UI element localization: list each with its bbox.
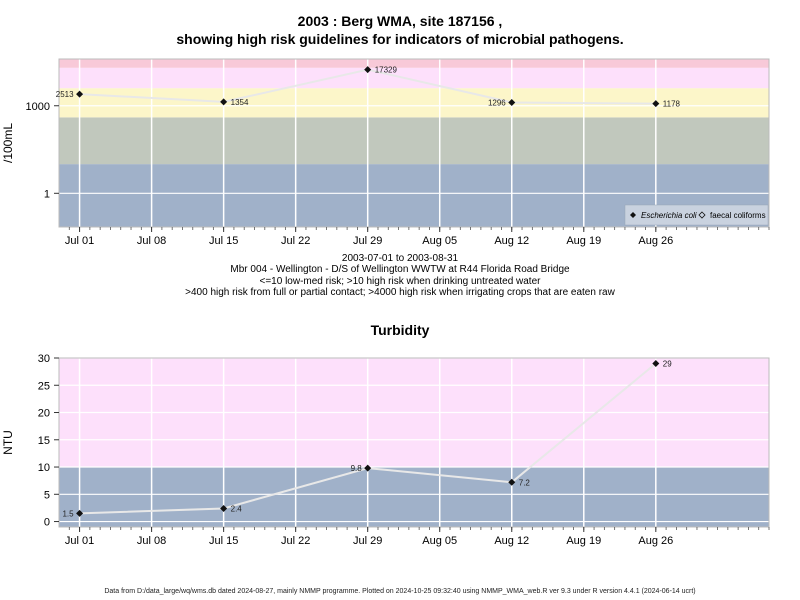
- y-tick-label: 1: [44, 188, 50, 200]
- plot-border: [58, 58, 770, 228]
- risk-band: [59, 67, 769, 89]
- legend-box: [624, 204, 769, 226]
- x-tick-label: Jul 08: [137, 535, 166, 547]
- y-axis-label: /100mL: [1, 123, 15, 163]
- data-point-marker: [364, 66, 372, 74]
- x-tick-label: Aug 05: [422, 535, 457, 547]
- y-tick-label: 0: [44, 517, 50, 529]
- data-value-label: 7.2: [519, 478, 531, 487]
- x-tick-label: Jul 15: [209, 235, 238, 247]
- turbidity-chart-title: Turbidity: [370, 322, 430, 338]
- data-point-marker: [220, 504, 228, 512]
- data-value-label: 1354: [231, 98, 249, 107]
- y-tick-label: 25: [38, 380, 50, 392]
- contact-guideline-caption: >400 high risk from full or partial cont…: [185, 287, 615, 298]
- data-value-label: 2513: [56, 90, 74, 99]
- data-point-marker: [508, 478, 516, 486]
- data-value-label: 17329: [375, 66, 398, 75]
- data-point-marker: [76, 509, 84, 517]
- x-tick-label: Aug 19: [566, 235, 601, 247]
- x-tick-label: Aug 26: [638, 235, 673, 247]
- data-point-marker: [652, 359, 660, 367]
- chart-title-line-2: showing high risk guidelines for indicat…: [176, 31, 624, 47]
- legend-faecal-marker: [698, 211, 706, 219]
- data-source-footer: Data from D:/data_large/wq/wms.db dated …: [104, 588, 696, 595]
- x-tick-label: Jul 22: [281, 535, 310, 547]
- data-value-label: 9.8: [351, 464, 363, 473]
- y-tick-label: 15: [38, 435, 50, 447]
- data-point-marker: [220, 98, 228, 106]
- legend-ecoli-label: Escherichia coli: [641, 211, 697, 220]
- legend-faecal-label: faecal coliforms: [710, 211, 766, 220]
- x-tick-label: Aug 19: [566, 535, 601, 547]
- x-tick-label: Aug 12: [494, 535, 529, 547]
- data-point-marker: [364, 464, 372, 472]
- x-tick-label: Jul 08: [137, 235, 166, 247]
- risk-band: [59, 59, 769, 68]
- legend-ecoli-marker: [630, 212, 636, 218]
- plot-border: [58, 357, 770, 528]
- x-tick-label: Jul 22: [281, 235, 310, 247]
- x-tick-label: Jul 01: [65, 535, 94, 547]
- drinking-guideline-caption: <=10 low-med risk; >10 high risk when dr…: [259, 276, 541, 287]
- date-range-caption: 2003-07-01 to 2003-08-31: [341, 253, 459, 264]
- y-tick-label: 10: [38, 462, 50, 474]
- y-tick-label: 1000: [26, 101, 50, 113]
- site-description-caption: Mbr 004 - Wellington - D/S of Wellington…: [230, 264, 570, 275]
- y-axis-label: NTU: [1, 430, 15, 455]
- data-value-label: 1296: [488, 98, 506, 107]
- data-point-marker: [76, 90, 84, 98]
- x-tick-label: Jul 29: [353, 235, 382, 247]
- y-tick-label: 20: [38, 408, 50, 420]
- microbial-chart: Jul 01 Jul 08 Jul 15 Jul 22 Jul 29 Aug 05 Aug …: [1, 58, 770, 247]
- risk-band: [59, 467, 769, 527]
- data-value-label: 1178: [663, 100, 681, 109]
- x-tick-label: Aug 12: [494, 235, 529, 247]
- x-tick-label: Jul 29: [353, 535, 382, 547]
- y-tick-label: 30: [38, 353, 50, 365]
- data-point-marker: [652, 100, 660, 108]
- data-value-label: 29: [663, 359, 672, 368]
- x-tick-label: Aug 26: [638, 535, 673, 547]
- data-value-label: 2.4: [231, 504, 243, 513]
- data-value-label: 1.5: [62, 509, 74, 518]
- x-tick-label: Aug 05: [422, 235, 457, 247]
- chart-title-line-1: 2003 : Berg WMA, site 187156 ,: [297, 13, 503, 29]
- x-tick-label: Jul 01: [65, 235, 94, 247]
- y-tick-label: 5: [44, 489, 50, 501]
- risk-band: [59, 117, 769, 165]
- data-point-marker: [508, 98, 516, 106]
- x-tick-label: Jul 15: [209, 535, 238, 547]
